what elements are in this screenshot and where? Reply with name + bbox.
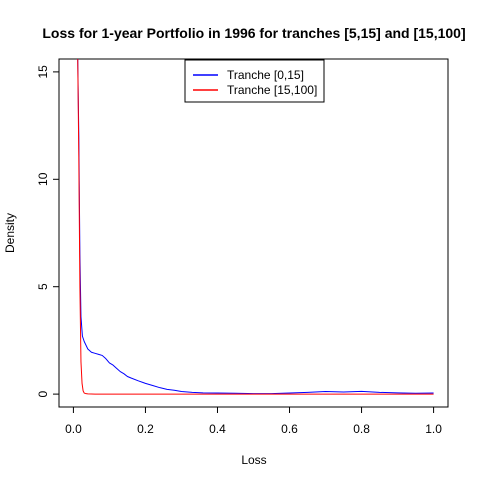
y-axis-label: Density — [3, 213, 17, 253]
x-tick-label: 1.0 — [425, 422, 442, 436]
y-tick-label: 5 — [36, 283, 50, 290]
x-tick-label: 0.6 — [281, 422, 298, 436]
legend-label-tranche-15-100: Tranche [15,100] — [227, 83, 317, 97]
y-axis: 0 5 10 15 — [36, 65, 60, 397]
x-tick-label: 0.4 — [209, 422, 226, 436]
y-tick-label: 10 — [36, 172, 50, 186]
x-axis: 0.0 0.2 0.4 0.6 0.8 1.0 — [65, 406, 442, 436]
series-line-tranche-0-15 — [77, 59, 434, 395]
x-axis-label: Loss — [241, 453, 266, 467]
series-layer — [77, 59, 434, 395]
legend-box — [184, 59, 325, 103]
y-tick-label: 15 — [36, 65, 50, 79]
chart-title: Loss for 1-year Portfolio in 1996 for tr… — [42, 25, 465, 41]
x-tick-label: 0.2 — [137, 422, 154, 436]
x-tick-label: 0.0 — [65, 422, 82, 436]
legend: Tranche [0,15] Tranche [15,100] — [184, 59, 325, 103]
x-tick-label: 0.8 — [353, 422, 370, 436]
series-line-tranche-15-100 — [77, 59, 434, 395]
y-tick-label: 0 — [36, 390, 50, 397]
legend-label-tranche-0-15: Tranche [0,15] — [227, 68, 304, 82]
